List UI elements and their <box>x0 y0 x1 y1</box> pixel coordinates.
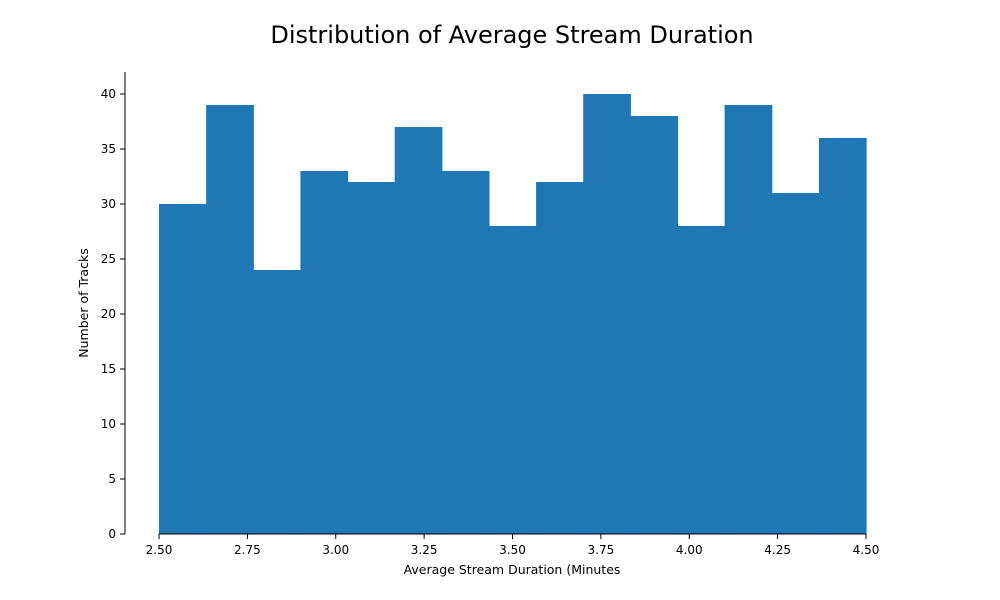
histogram-bar <box>253 270 301 534</box>
x-tick-label: 4.50 <box>853 543 880 557</box>
x-tick-label: 3.25 <box>411 543 438 557</box>
histogram-bar <box>630 116 679 534</box>
x-tick-label: 3.50 <box>499 543 526 557</box>
histogram-bar <box>300 171 349 534</box>
x-tick-label: 3.75 <box>588 543 615 557</box>
y-axis: 0 5 10 15 20 25 30 35 40 <box>101 72 126 541</box>
x-tick-label: 4.00 <box>676 543 703 557</box>
histogram-bar <box>583 94 631 534</box>
histogram-bar <box>677 226 726 534</box>
x-tick-label: 2.75 <box>234 543 261 557</box>
y-tick-label: 15 <box>101 362 116 376</box>
y-tick-label: 40 <box>101 87 116 101</box>
y-tick-label: 0 <box>108 527 116 541</box>
x-tick-label: 2.50 <box>146 543 173 557</box>
chart-title: Distribution of Average Stream Duration <box>270 21 753 49</box>
histogram-bar <box>394 127 443 534</box>
y-tick-label: 10 <box>101 417 116 431</box>
y-tick-label: 35 <box>101 142 116 156</box>
y-tick-label: 30 <box>101 197 116 211</box>
x-tick-label: 4.25 <box>764 543 791 557</box>
histogram-bar <box>818 138 867 534</box>
histogram-bar <box>771 193 820 534</box>
y-axis-label: Number of Tracks <box>76 248 91 357</box>
histogram-bar <box>159 204 207 534</box>
y-tick-label: 25 <box>101 252 116 266</box>
x-axis: 2.50 2.75 3.00 3.25 3.50 3.75 4.00 4.25 4.50 <box>146 533 880 557</box>
x-tick-label: 3.00 <box>322 543 349 557</box>
bars-group <box>159 94 867 534</box>
histogram-bar <box>724 105 773 534</box>
x-axis-label: Average Stream Duration (Minutes <box>404 562 621 577</box>
histogram-bar <box>206 105 254 534</box>
histogram-bar <box>488 226 537 534</box>
histogram-bar <box>536 182 584 534</box>
y-tick-label: 20 <box>101 307 116 321</box>
y-tick-label: 5 <box>108 472 116 486</box>
histogram-bar <box>347 182 396 534</box>
histogram-bar <box>441 171 490 534</box>
